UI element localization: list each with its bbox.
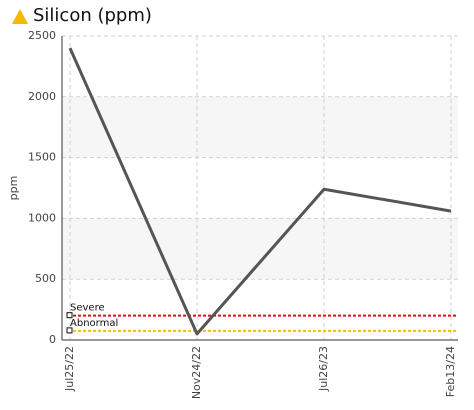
y-tick-label: 2500 xyxy=(28,29,56,42)
threshold-label: Abnormal xyxy=(70,318,118,329)
chart-title: Silicon (ppm) xyxy=(33,5,152,26)
x-tick-label: Jul26/23 xyxy=(317,346,330,392)
band xyxy=(62,218,458,280)
threshold-label: Severe xyxy=(70,303,105,314)
y-tick-label: 0 xyxy=(49,333,56,346)
y-tick-label: 500 xyxy=(35,272,56,285)
y-tick-label: 1000 xyxy=(28,211,56,224)
threshold-marker xyxy=(66,327,73,334)
threshold-marker xyxy=(66,312,73,319)
y-tick-label: 2000 xyxy=(28,90,56,103)
x-tick-label: Feb13/24 xyxy=(444,346,457,397)
series-line xyxy=(68,47,452,336)
title-icon xyxy=(12,9,28,24)
y-axis-label: ppm xyxy=(7,176,20,201)
x-tick-label: Jul25/22 xyxy=(63,346,76,392)
y-tick-label: 1500 xyxy=(28,151,56,164)
band xyxy=(62,96,458,158)
x-tick-label: Nov24/22 xyxy=(190,346,203,399)
